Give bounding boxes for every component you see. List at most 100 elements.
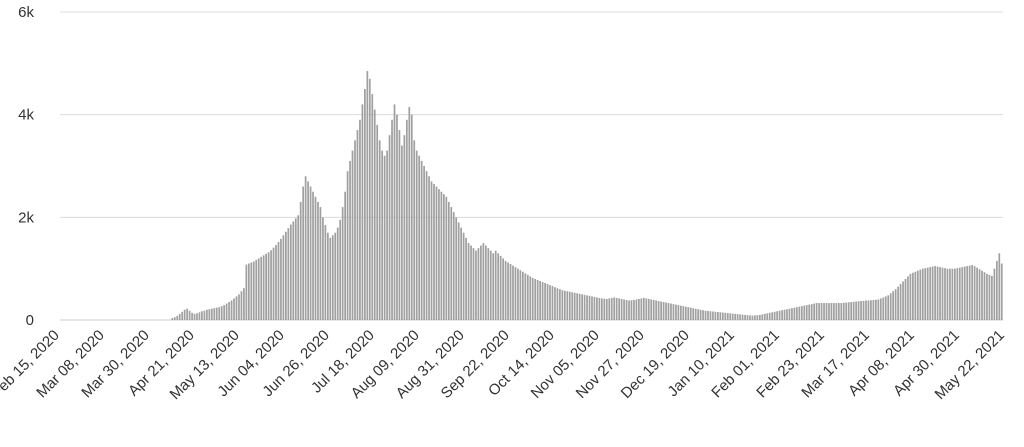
bar: [781, 310, 783, 320]
bar: [247, 263, 250, 320]
bar: [721, 312, 724, 320]
bar: [830, 303, 833, 320]
bar: [791, 308, 793, 320]
bar: [699, 309, 702, 320]
bar: [507, 262, 509, 320]
bar: [958, 267, 961, 320]
bar: [302, 186, 305, 320]
bar: [682, 306, 685, 320]
bar: [941, 267, 944, 320]
bar: [993, 268, 996, 320]
bar: [571, 292, 574, 320]
bar: [645, 298, 648, 320]
bar: [504, 260, 507, 320]
bar: [687, 307, 690, 320]
bar: [339, 219, 342, 320]
bar: [771, 312, 774, 320]
bar: [287, 228, 290, 320]
bar: [418, 155, 421, 320]
bar: [344, 191, 346, 320]
bar: [376, 124, 379, 321]
bar: [586, 295, 588, 320]
bar: [576, 293, 579, 320]
bar: [793, 307, 796, 320]
bar: [714, 311, 717, 320]
bar: [815, 303, 818, 320]
bar: [324, 225, 327, 320]
bar: [240, 291, 243, 320]
bar: [991, 275, 993, 320]
bar: [522, 271, 524, 320]
bar: [912, 272, 914, 320]
bar: [443, 194, 445, 320]
bar: [973, 266, 976, 320]
bar: [719, 312, 722, 320]
bar: [393, 104, 396, 321]
bar: [433, 183, 435, 320]
bar: [534, 278, 537, 320]
bar: [487, 248, 490, 320]
bar: [899, 284, 902, 320]
bar: [435, 186, 438, 320]
bar: [203, 310, 206, 320]
bar: [630, 300, 633, 320]
bar: [556, 288, 559, 320]
bar: [754, 315, 756, 320]
bar: [865, 300, 867, 320]
bar: [961, 267, 964, 320]
bar: [1000, 263, 1003, 320]
bar: [672, 304, 675, 320]
bar: [285, 231, 287, 320]
bar: [277, 241, 280, 320]
bar: [879, 298, 882, 320]
bar: [519, 270, 522, 320]
bar: [230, 300, 233, 320]
bar: [729, 313, 732, 320]
bar: [250, 262, 253, 320]
bar: [934, 266, 936, 320]
bar: [460, 227, 463, 320]
bar: [206, 309, 208, 320]
bar: [768, 312, 771, 320]
bar: [260, 256, 263, 320]
bar: [981, 270, 983, 320]
bar: [835, 303, 838, 320]
bar: [808, 304, 811, 320]
bar: [939, 267, 941, 320]
bar: [482, 243, 485, 320]
bar: [536, 279, 539, 320]
bar: [677, 305, 680, 320]
bar: [734, 313, 737, 320]
bar: [425, 171, 428, 320]
bar: [420, 160, 423, 320]
bar: [181, 311, 184, 320]
bar: [800, 306, 803, 320]
bar: [408, 106, 411, 320]
bar: [926, 267, 929, 320]
bar: [563, 290, 566, 320]
bar: [396, 114, 398, 320]
bar: [499, 255, 502, 320]
bar: [319, 207, 322, 320]
bar: [620, 298, 623, 320]
y-tick-label: 6k: [18, 4, 34, 21]
bar: [494, 250, 497, 320]
bar: [309, 186, 312, 320]
bar: [371, 94, 374, 320]
bar: [403, 135, 406, 320]
bar: [758, 314, 761, 320]
bar: [776, 311, 778, 320]
bar: [956, 268, 959, 320]
bar: [322, 217, 324, 320]
bar: [860, 301, 862, 320]
bar: [655, 300, 658, 320]
bar: [931, 266, 934, 320]
bar: [294, 218, 297, 320]
bar: [921, 268, 924, 320]
bar: [907, 276, 909, 320]
bar: [208, 309, 211, 320]
bar: [220, 306, 223, 320]
y-tick-label: 4k: [18, 107, 34, 124]
bar: [255, 259, 258, 320]
bar: [233, 298, 235, 320]
